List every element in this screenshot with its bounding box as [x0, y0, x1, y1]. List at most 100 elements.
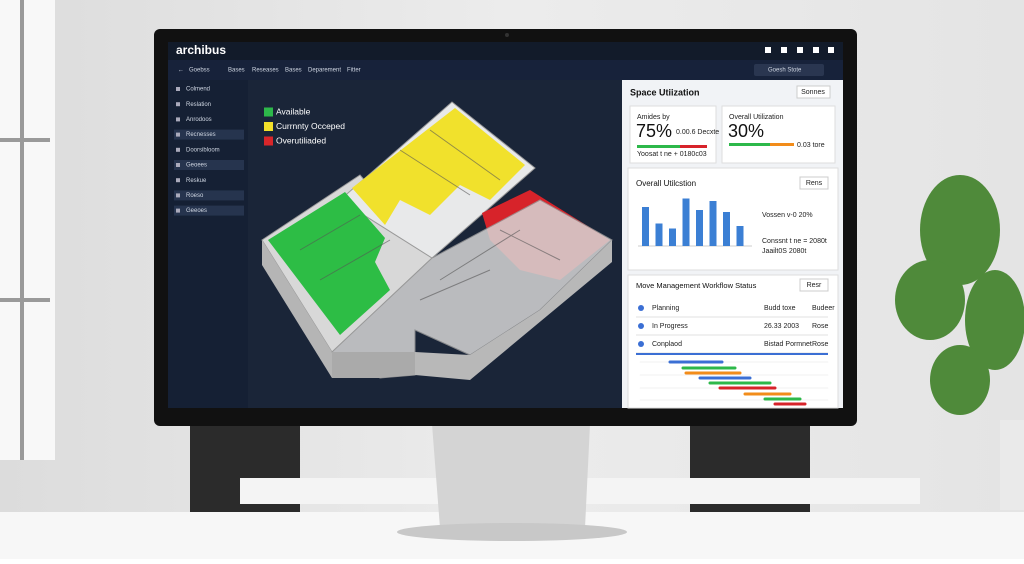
- bar: [669, 228, 676, 246]
- sidebar-highlight: [174, 160, 244, 170]
- sidebar-item[interactable]: Reslation: [186, 102, 211, 108]
- sidebar-highlight: [174, 129, 244, 140]
- button-text: Sonnes: [801, 89, 825, 96]
- sidebar-icon: [176, 147, 180, 152]
- divider: [636, 353, 828, 355]
- sidebar-highlight: [174, 190, 244, 201]
- search-box[interactable]: [754, 64, 824, 76]
- bar: [682, 198, 690, 246]
- button-text: Resr: [807, 282, 822, 289]
- button-text: Rens: [806, 180, 823, 187]
- sidebar-icon: [176, 117, 180, 122]
- nav-item[interactable]: Reseases: [252, 68, 279, 74]
- button[interactable]: [796, 85, 831, 99]
- legend-label: Available: [276, 106, 311, 116]
- card-foot: Yoosat t ne + 0180c03: [637, 151, 707, 158]
- card-value: 75%: [636, 121, 672, 141]
- sidebar-item[interactable]: Geoees: [186, 163, 207, 169]
- sidebar: [168, 80, 248, 408]
- legend-label: Overutiliaded: [276, 135, 326, 145]
- sidebar-item[interactable]: Recnesses: [186, 132, 216, 138]
- bar: [709, 201, 717, 246]
- search-text: Goesh Stote: [768, 68, 802, 74]
- sidebar-item[interactable]: Anrodoos: [186, 117, 212, 123]
- nav-item[interactable]: Bases: [228, 68, 245, 74]
- bar: [723, 212, 730, 246]
- status-dot: [638, 341, 644, 347]
- workflow-card: [627, 274, 839, 409]
- chart-note: Jaailt0S 2080t: [762, 248, 806, 255]
- sidebar-item[interactable]: Colmend: [186, 87, 210, 93]
- nav-bar: [168, 60, 843, 80]
- nav-back-icon: ←: [178, 68, 184, 74]
- sidebar-item[interactable]: Reskue: [186, 178, 207, 184]
- bar: [696, 210, 703, 246]
- row-cell: In Progress: [652, 323, 688, 330]
- status-dot: [638, 323, 644, 329]
- gantt: [639, 360, 829, 406]
- card-value: 30%: [728, 121, 764, 141]
- card-label: Amides by: [637, 114, 670, 121]
- status-dot: [638, 305, 644, 311]
- row-cell: Conplaod: [652, 341, 682, 348]
- row-cell: Rose: [812, 341, 828, 348]
- sidebar-icon: [176, 208, 180, 213]
- sidebar-item[interactable]: Geeoes: [186, 208, 207, 214]
- legend-swatch: [264, 136, 273, 146]
- chair: [190, 425, 300, 525]
- sidebar-icon: [176, 163, 180, 167]
- plant: [895, 175, 1024, 415]
- camera: [505, 33, 509, 37]
- chart-note: Conssnt t ne = 2080t: [762, 238, 827, 245]
- stand-neck: [432, 424, 590, 528]
- pot: [1000, 420, 1024, 510]
- button[interactable]: [799, 176, 829, 190]
- chart-note: Vossen v-0 20%: [762, 212, 813, 219]
- sidebar-item[interactable]: Roeso: [186, 193, 204, 199]
- sidebar-item[interactable]: Doorsibloom: [186, 147, 220, 153]
- window-frame: [0, 0, 50, 460]
- row-cell: Budeer: [812, 305, 835, 312]
- window: [0, 0, 55, 460]
- row-cell: Planning: [652, 305, 679, 312]
- card-note: 0.00.6 Decxte: [676, 129, 719, 136]
- progress: [729, 143, 794, 146]
- nav-item[interactable]: Bases: [285, 68, 302, 74]
- legend-swatch: [264, 122, 273, 131]
- floor-plan: [261, 101, 613, 380]
- sidebar-icon: [176, 102, 180, 107]
- button[interactable]: [799, 278, 829, 292]
- chart-title: Overall Utilcstion: [636, 179, 696, 188]
- sidebar-icon: [176, 87, 180, 91]
- sidebar-icon: [176, 178, 180, 183]
- sidebar-icon: [176, 132, 180, 137]
- chair: [690, 425, 810, 525]
- progress: [637, 145, 707, 148]
- row-cell: Budd toxe: [764, 305, 796, 312]
- top-icons: [765, 47, 834, 53]
- top-bar: [168, 42, 843, 60]
- progress: [680, 145, 707, 148]
- row-cell: Bistad Pormnet: [764, 341, 812, 348]
- nav-back[interactable]: Goebss: [189, 68, 210, 74]
- row-cell: Rose: [812, 323, 828, 330]
- bar: [642, 207, 649, 246]
- card-label: Overall Utilization: [729, 114, 784, 121]
- legend-swatch: [264, 107, 273, 117]
- workflow-title: Move Management Workflow Status: [636, 281, 757, 290]
- sidebar-highlight: [174, 205, 244, 216]
- bar: [736, 226, 744, 246]
- row-cell: 26.33 2003: [764, 323, 799, 330]
- card: [629, 105, 717, 164]
- legend-label: Currnnty Occeped: [276, 121, 345, 131]
- sidebar-icon: [176, 193, 180, 198]
- nav-item[interactable]: Deparement: [308, 68, 341, 74]
- bar: [655, 223, 663, 246]
- nav-item[interactable]: Fitter: [347, 68, 361, 74]
- panel-title: Space Utiization: [630, 87, 700, 97]
- card: [721, 105, 836, 164]
- card-note: 0.03 tore: [797, 142, 825, 149]
- screen: archibus ← Goebss Bases Reseases Bases Depa…: [168, 42, 843, 409]
- brand: archibus: [176, 43, 226, 57]
